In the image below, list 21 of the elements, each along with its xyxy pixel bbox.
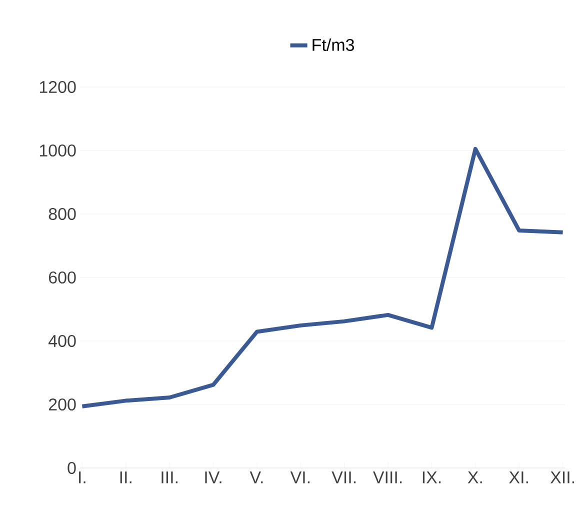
- y-tick-label: 800: [48, 208, 76, 220]
- x-tick-label: X.: [468, 472, 482, 484]
- x-tick-label: IV.: [205, 472, 222, 484]
- x-tick-label: V.: [250, 472, 263, 484]
- x-tick-label: VII.: [332, 472, 356, 484]
- y-tick-label: 1000: [40, 144, 76, 157]
- x-tick-label: II.: [120, 472, 132, 484]
- line-series: [80, 146, 565, 408]
- y-tick-label: 400: [48, 334, 76, 348]
- y-tick-label: 600: [48, 271, 76, 284]
- x-tick-label: XII.: [550, 472, 574, 484]
- y-tick-label: 0: [68, 462, 76, 474]
- x-tick-label: VIII.: [373, 472, 402, 484]
- x-tick-label: IX.: [422, 472, 441, 484]
- x-tick-label: III.: [162, 472, 178, 484]
- x-tick-label: I.: [79, 472, 86, 484]
- x-tick-label: VI.: [290, 472, 310, 484]
- y-tick-label: 200: [48, 398, 76, 411]
- y-tick-label: 1200: [40, 80, 76, 94]
- x-tick-label: XI.: [509, 472, 528, 484]
- legend-label: Ft/m3: [312, 38, 354, 51]
